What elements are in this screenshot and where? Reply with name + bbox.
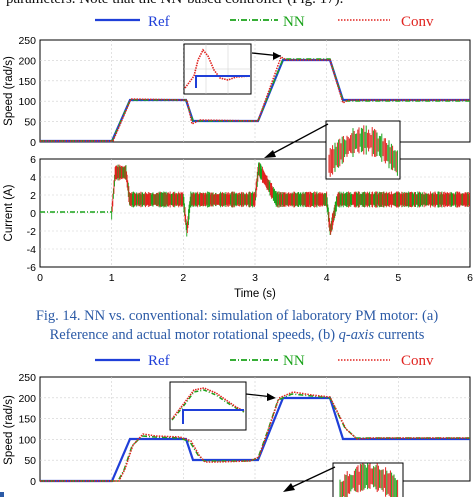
legend2-ref-label: Ref xyxy=(148,353,170,369)
speed-ytick: 100 xyxy=(18,96,36,108)
speed-ylabel: Speed (rad/s) xyxy=(3,56,15,126)
speed2-ytick: 150 xyxy=(18,414,36,426)
current-inset-noise xyxy=(328,125,398,177)
current-ytick: -6 xyxy=(27,262,36,274)
speed2-conv-line xyxy=(40,391,470,482)
legend-top: Ref NN Conv xyxy=(95,14,434,30)
inset-arrowhead xyxy=(273,52,281,60)
speed-ytick: 50 xyxy=(24,117,36,129)
legend-bottom: Ref NN Conv xyxy=(95,353,434,369)
speed2-inset-arrowhead xyxy=(267,393,276,401)
legend-ref-label: Ref xyxy=(148,14,170,30)
current-inset-arrowhead xyxy=(264,150,276,158)
speed2-ylabel: Speed (rad/s) xyxy=(3,395,15,465)
speed2-inset-nn xyxy=(171,389,245,421)
speed-axes-frame xyxy=(39,39,471,143)
current-ytick: 0 xyxy=(30,208,36,220)
fig14-caption-line2: Reference and actual motor rotational sp… xyxy=(0,326,474,345)
current-ytick: -2 xyxy=(27,226,36,238)
time-xtick: 6 xyxy=(467,272,473,284)
speed2-inset-ref xyxy=(182,409,244,424)
current-ytick: -4 xyxy=(27,244,36,256)
speed2-ytick: 100 xyxy=(18,434,36,446)
fig15-speed-plot: 0 50 100 150 200 250 Speed (rad/s) xyxy=(0,372,471,497)
caption-line2-part1: Reference and actual motor rotational sp… xyxy=(49,327,339,343)
legend-nn-label: NN xyxy=(283,14,305,30)
speed2-ytick: 250 xyxy=(18,372,36,384)
header-fragment: parameters. Note that the NN-based contr… xyxy=(6,0,343,8)
speed2-inset-conv xyxy=(171,387,245,420)
legend-conv-label: Conv xyxy=(401,14,434,30)
speed-ytick: 250 xyxy=(18,35,36,47)
current-ytick: 2 xyxy=(30,190,36,202)
time-xtick: 3 xyxy=(252,272,258,284)
time-xtick: 1 xyxy=(109,272,115,284)
legend2-conv-label: Conv xyxy=(401,353,434,369)
fig14-current-plot: -6 -4 -2 0 2 4 6 Current (A) 0 1 2 3 4 5 6 Time (s) xyxy=(3,120,473,300)
time-xtick: 5 xyxy=(395,272,401,284)
time-xtick: 2 xyxy=(180,272,186,284)
speed-ytick: 150 xyxy=(18,76,36,88)
time-xtick: 0 xyxy=(37,272,43,284)
current2-inset-arrowhead xyxy=(283,483,295,492)
current-ytick: 4 xyxy=(30,172,36,184)
current2-inset-arrow xyxy=(289,466,336,489)
legend2-nn-label: NN xyxy=(283,353,305,369)
inset-ref-curve xyxy=(195,75,250,88)
speed2-ref-line xyxy=(40,396,470,483)
caption-line2-italic: q-axis xyxy=(338,327,375,343)
speed2-ytick: 200 xyxy=(18,393,36,405)
time-xtick: 4 xyxy=(324,272,330,284)
caption-line2-part3: currents xyxy=(374,327,425,343)
speed-ytick: 200 xyxy=(18,55,36,67)
speed2-ytick: 0 xyxy=(30,476,36,488)
inset-conv-curve xyxy=(184,48,251,89)
speed2-nn-line xyxy=(40,393,470,482)
fig14-caption: Fig. 14. NN vs. conventional: simulation… xyxy=(0,307,474,345)
time-xlabel: Time (s) xyxy=(234,288,276,300)
speed-ytick: 0 xyxy=(30,137,36,149)
current-inset-arrow xyxy=(269,123,329,156)
edge-mark xyxy=(0,492,4,497)
current2-inset-noise xyxy=(339,463,399,497)
current-noise xyxy=(111,162,470,237)
current-ylabel: Current (A) xyxy=(3,184,15,241)
speed2-ytick: 50 xyxy=(24,455,36,467)
fig14-caption-line1: Fig. 14. NN vs. conventional: simulation… xyxy=(35,308,439,324)
current-ytick: 6 xyxy=(30,154,36,166)
